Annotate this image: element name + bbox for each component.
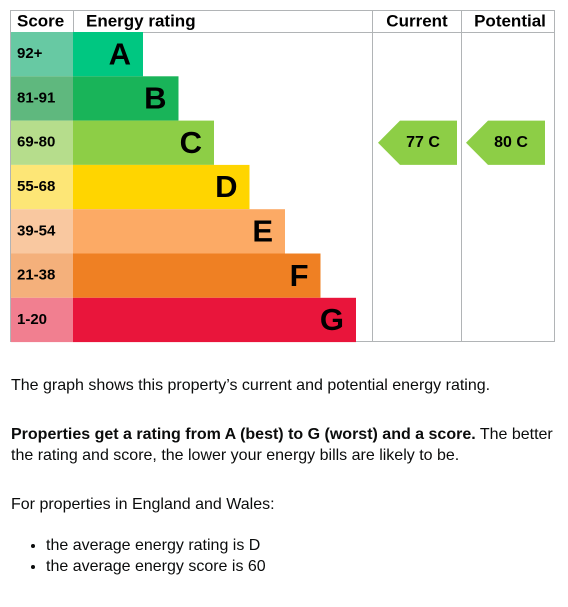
rating-bar bbox=[73, 120, 214, 165]
score: 39-54 bbox=[17, 222, 56, 239]
rating-bar bbox=[73, 209, 285, 254]
header: Current bbox=[386, 11, 448, 30]
score: 1-20 bbox=[17, 311, 47, 328]
score: 92+ bbox=[17, 45, 43, 62]
rating-letter: E bbox=[252, 214, 273, 249]
current-label: 77 C bbox=[406, 134, 440, 151]
score-cell bbox=[11, 164, 73, 210]
score: 21-38 bbox=[17, 267, 55, 284]
rating-bar bbox=[73, 164, 250, 210]
rating-letter: D bbox=[215, 169, 237, 204]
potential-arrow bbox=[466, 120, 545, 165]
epc-chart: Score Energy rating Current Potential 92… bbox=[10, 10, 555, 343]
bold-text: Properties get a rating from A (best) to… bbox=[11, 426, 476, 443]
score: 55-68 bbox=[17, 178, 55, 195]
rating-letter: B bbox=[144, 81, 166, 116]
current-arrow bbox=[378, 120, 457, 165]
rating-bar bbox=[73, 253, 321, 298]
list-item: the average energy score is 60 bbox=[46, 556, 556, 577]
potential-label: 80 C bbox=[494, 134, 528, 151]
score-cell bbox=[11, 32, 73, 77]
rating-letter: A bbox=[109, 36, 131, 71]
explanation: Properties get a rating from A (best) to… bbox=[11, 424, 556, 466]
header: Score bbox=[17, 11, 64, 30]
rating-bar bbox=[73, 76, 179, 121]
rating-letter: F bbox=[290, 258, 309, 293]
header: Energy rating bbox=[86, 11, 196, 30]
list: the average energy rating is Dthe averag… bbox=[11, 535, 556, 577]
score: 69-80 bbox=[17, 134, 55, 151]
score: 81-91 bbox=[17, 89, 55, 106]
eligibility: For properties in England and Wales: bbox=[11, 496, 275, 513]
rating-letter: G bbox=[320, 302, 344, 337]
score-cell bbox=[11, 297, 73, 343]
score-cell bbox=[11, 253, 73, 298]
rating-bar bbox=[73, 32, 143, 77]
list-item: the average energy rating is D bbox=[46, 535, 556, 556]
list-wrap: the average energy rating is Dthe averag… bbox=[11, 535, 556, 577]
intro: The graph shows this property’s current … bbox=[11, 377, 491, 394]
score-cell bbox=[11, 120, 73, 165]
rating-letter: C bbox=[180, 125, 202, 160]
rating-bar bbox=[73, 297, 356, 343]
header: Potential bbox=[474, 11, 546, 30]
score-cell bbox=[11, 209, 73, 254]
score-cell bbox=[11, 76, 73, 121]
text: The better the rating and score, the low… bbox=[11, 426, 553, 464]
